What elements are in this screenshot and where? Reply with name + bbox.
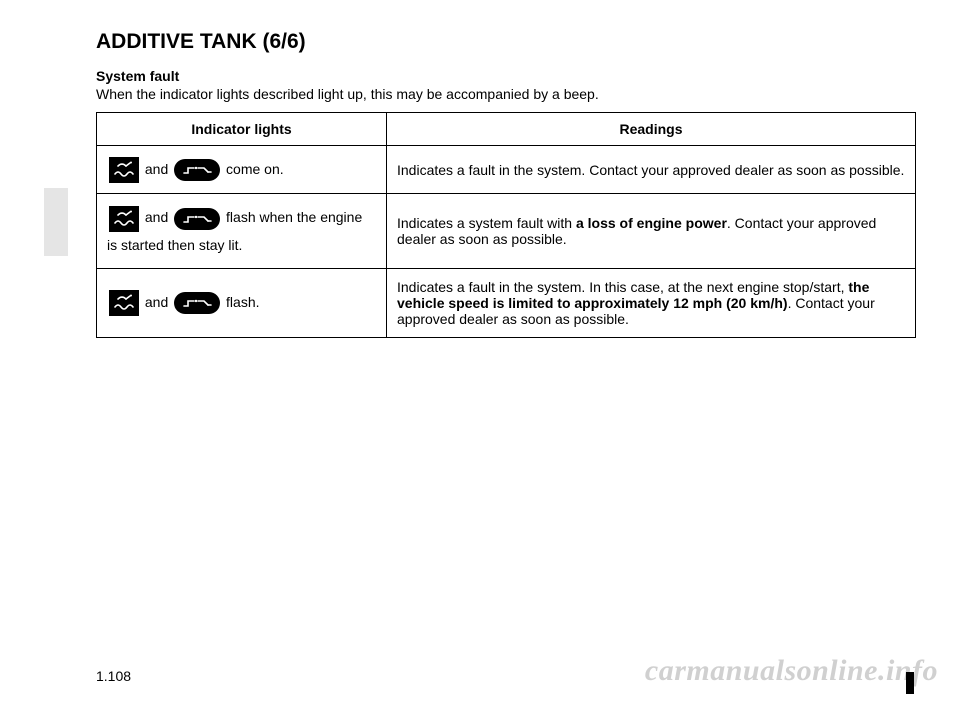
reading-cell: Indicates a fault in the system. Contact…	[387, 146, 916, 194]
intro-text: When the indicator lights described ligh…	[96, 86, 916, 102]
page-title: ADDITIVE TANK (6/6)	[96, 30, 916, 54]
table-row: and flash when the engine is started the…	[97, 194, 916, 268]
service-warning-icon	[174, 208, 220, 230]
section-heading: System fault	[96, 68, 916, 84]
reading-text: Indicates a fault in the system. Contact…	[397, 162, 904, 178]
table-header-row: Indicator lights Readings	[97, 113, 916, 146]
header-readings: Readings	[387, 113, 916, 146]
page-number: 1.108	[96, 668, 131, 684]
fault-table: Indicator lights Readings	[96, 112, 916, 338]
table-row: and come on. I	[97, 146, 916, 194]
service-warning-icon	[174, 292, 220, 314]
indicator-text: and	[145, 209, 172, 225]
indicator-text: come on.	[226, 161, 284, 177]
reading-cell: Indicates a system fault with a loss of …	[387, 194, 916, 268]
header-indicator-lights: Indicator lights	[97, 113, 387, 146]
title-suffix: (6/6)	[262, 30, 305, 53]
page-content: ADDITIVE TANK (6/6) System fault When th…	[96, 30, 916, 338]
reading-bold: a loss of engine power	[576, 215, 727, 231]
reading-text: Indicates a fault in the system. In this…	[397, 279, 848, 295]
reading-text: Indicates a system fault with	[397, 215, 576, 231]
corner-mark	[906, 672, 914, 694]
exhaust-fluid-icon	[109, 290, 139, 316]
indicator-cell: and flash.	[97, 268, 387, 337]
service-warning-icon	[174, 159, 220, 181]
title-main: ADDITIVE TANK	[96, 30, 257, 53]
indicator-text: and	[145, 161, 172, 177]
exhaust-fluid-icon	[109, 206, 139, 232]
reading-cell: Indicates a fault in the system. In this…	[387, 268, 916, 337]
indicator-cell: and flash when the engine is started the…	[97, 194, 387, 268]
indicator-text: and	[145, 294, 172, 310]
table-row: and flash. Ind	[97, 268, 916, 337]
watermark: carmanualsonline.info	[645, 654, 938, 688]
exhaust-fluid-icon	[109, 157, 139, 183]
indicator-cell: and come on.	[97, 146, 387, 194]
indicator-text: flash.	[226, 294, 259, 310]
side-tab	[44, 188, 68, 256]
